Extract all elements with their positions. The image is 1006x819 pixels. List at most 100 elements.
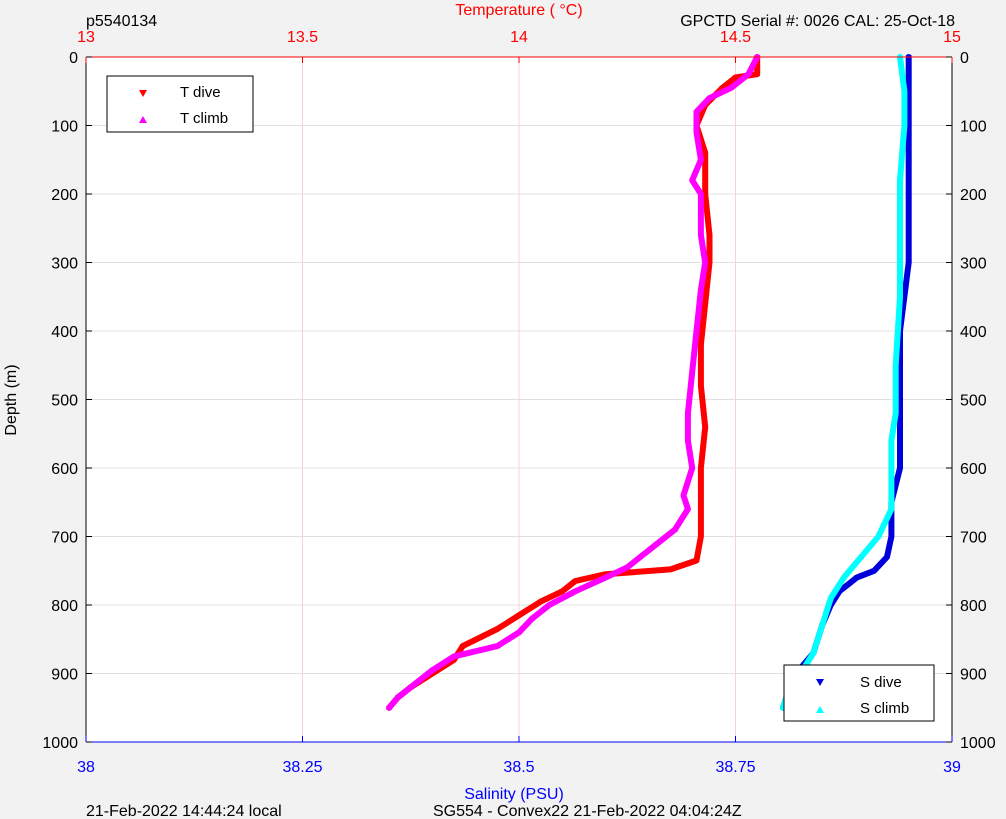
depth-tick-label-left: 500 [51,393,78,410]
s-dive-point [871,568,878,574]
local-time-label: 21-Feb-2022 14:44:24 local [86,803,282,819]
depth-tick-label-right: 1000 [960,735,996,752]
temperature-axis-title: Temperature ( °C) [455,2,582,19]
t-climb-point [697,191,704,196]
s-dive-point [888,534,895,540]
t-dive-point [697,500,704,506]
s-climb-point [827,595,834,601]
s-climb-line [780,54,908,711]
s-climb-point [888,478,895,484]
t-climb-point [693,108,700,114]
t-dive-point [693,558,700,564]
depth-tick-label-right: 300 [960,256,987,273]
t-climb-point [693,129,700,135]
depth-tick-label-right: 200 [960,187,987,204]
t-climb-point [572,588,579,594]
salinity-legend: S dive S climb [783,664,935,722]
t-dive-point [697,534,704,540]
axes: 0 0 100 100 200 200 300 300 400 400 500 500 600 600 70… [42,29,995,776]
t-climb-point [689,369,696,375]
s-dive-point [897,466,904,471]
t-dive-point [559,589,566,595]
t-climb-point [407,684,414,690]
depth-tick-label-left: 300 [51,256,78,273]
s-climb-point [897,225,904,231]
t-dive-point [697,466,704,471]
salinity-tick-label: 38 [77,759,95,776]
t-dive-point [697,342,704,348]
t-climb-point [684,437,691,443]
t-climb-point [697,232,704,238]
depth-tick-label-left: 800 [51,598,78,615]
depth-tick-label-right: 100 [960,119,987,136]
depth-tick-label-left: 100 [51,119,78,136]
salinity-tick-label: 38.75 [715,759,755,776]
s-climb-point [897,293,904,299]
t-climb-point [528,615,535,621]
depth-tick-label-right: 700 [960,530,987,547]
s-climb-point [875,533,882,539]
salinity-legend-box [783,664,935,722]
s-dive-legend-marker [816,679,824,686]
salinity-tick-label: 38.5 [503,759,534,776]
t-climb-point [693,328,700,333]
t-climb-point [645,547,652,553]
t-climb-point [516,629,522,635]
t-dive-point [702,424,709,430]
s-dive-point [884,555,891,561]
t-climb-legend-marker [139,116,147,123]
depth-tick-label-left: 700 [51,530,78,547]
depth-tick-label-right: 500 [960,393,987,410]
s-dive-legend-label: S dive [860,674,902,691]
salinity-tick-label: 39 [943,759,961,776]
s-climb-point [858,554,865,560]
depth-tick-label-left: 400 [51,324,78,341]
mission-label: SG554 - Convex22 21-Feb-2022 04:04:24Z [433,803,742,819]
t-climb-point [728,84,735,90]
t-dive-point [702,150,709,156]
t-dive-point [732,75,739,81]
s-climb-legend-label: S climb [860,700,909,717]
t-climb-point [697,156,704,162]
t-dive-legend-marker [139,90,147,97]
t-dive-point [667,567,674,573]
t-dive-point [702,301,709,307]
s-climb-legend-marker [816,706,824,713]
s-climb-point [892,362,899,368]
t-climb-legend-label: T climb [180,110,228,127]
s-dive-point [897,438,904,444]
s-climb-point [819,622,826,628]
depth-tick-label-left: 900 [51,667,78,684]
depth-tick-label-right: 600 [960,461,987,478]
t-climb-point [429,667,436,673]
t-dive-point [706,233,713,239]
t-dive-point [572,579,579,585]
s-climb-point [897,177,904,183]
s-climb-point [901,122,908,128]
s-dive-point [905,260,912,266]
t-dive-point [719,85,726,91]
salinity-axis-title: Salinity (PSU) [464,786,564,803]
t-dive-point [754,72,761,78]
profile-id: p5540134 [86,13,157,30]
temperature-tick-label: 13 [77,29,95,46]
depth-tick-label-right: 800 [960,598,987,615]
temperature-tick-label: 14.5 [720,29,751,46]
temperature-legend: T dive T climb [106,75,254,133]
t-climb-point [671,526,678,532]
depth-tick-label-left: 0 [69,50,78,67]
s-climb-point [888,506,895,512]
t-climb-point [702,259,709,265]
depth-tick-label-left: 600 [51,461,78,478]
t-climb-point [684,410,691,416]
depth-tick-label-left: 200 [51,187,78,204]
t-climb-point [451,653,458,659]
t-climb-point [706,95,713,101]
calibration-label: GPCTD Serial #: 0026 CAL: 25-Oct-18 [680,13,955,30]
s-climb-point [840,574,847,580]
s-climb-point [901,88,908,94]
temperature-tick-label: 13.5 [287,29,318,46]
t-climb-point [680,492,687,498]
t-climb-point [689,465,696,470]
